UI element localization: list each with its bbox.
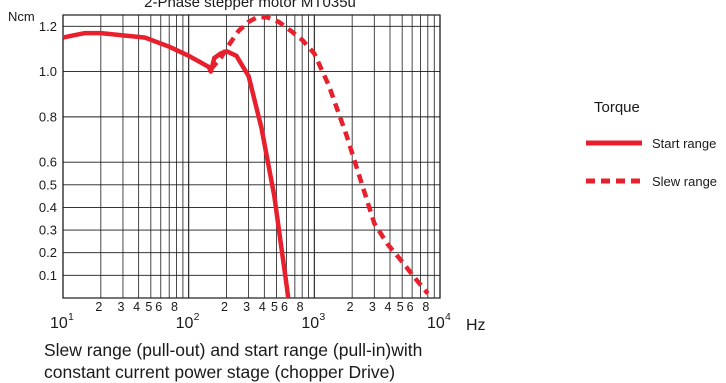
y-tick-label: 0.5 <box>39 177 57 192</box>
x-minor-tick-label: 3 <box>243 300 250 314</box>
x-decade-exponent: 4 <box>445 311 451 323</box>
x-decade-tick-label: 10 1 <box>50 311 74 332</box>
y-tick-label: 1.0 <box>39 64 57 79</box>
x-minor-tick-label: 6 <box>281 300 288 314</box>
caption-line-1: Slew range (pull-out) and start range (p… <box>44 340 423 360</box>
y-tick-label: 0.4 <box>39 200 57 215</box>
chart-caption: Slew range (pull-out) and start range (p… <box>44 339 564 383</box>
caption-line-2: constant current power stage (chopper Dr… <box>44 362 396 382</box>
x-minor-tick-label: 5 <box>397 300 404 314</box>
y-axis-unit: Ncm <box>8 9 35 24</box>
x-axis-unit: Hz <box>466 317 486 334</box>
legend-title: Torque <box>594 99 640 116</box>
x-decade-tick-label: 10 4 <box>427 311 451 332</box>
x-minor-tick-label: 6 <box>155 300 162 314</box>
x-minor-tick-label: 4 <box>385 300 392 314</box>
x-minor-tick-label: 2 <box>347 300 354 314</box>
x-decade-exponent: 1 <box>68 311 74 323</box>
x-minor-tick-label: 8 <box>171 300 178 314</box>
plot-frame <box>62 14 441 299</box>
x-decade-base: 10 <box>301 315 319 332</box>
x-decade-exponent: 3 <box>319 311 325 323</box>
x-decade-base: 10 <box>427 315 445 332</box>
legend-label-start-range: Start range <box>652 136 716 151</box>
chart-title: 2-Phase stepper motor MT035u <box>144 0 356 11</box>
x-minor-tick-label: 6 <box>407 300 414 314</box>
y-tick-label: 0.2 <box>39 245 57 260</box>
legend-label-slew-range: Slew range <box>652 174 717 189</box>
x-minor-tick-label: 5 <box>145 300 152 314</box>
x-minor-tick-label: 3 <box>117 300 124 314</box>
y-tick-label: 0.8 <box>39 109 57 124</box>
x-decade-base: 10 <box>176 315 194 332</box>
x-minor-tick-label: 3 <box>369 300 376 314</box>
x-minor-tick-label: 8 <box>422 300 429 314</box>
plot-grid <box>62 14 441 299</box>
y-tick-label: 0.1 <box>39 268 57 283</box>
x-minor-tick-label: 4 <box>133 300 140 314</box>
series-lines <box>62 15 430 299</box>
y-axis-ticks: 0.1 0.2 0.3 0.4 0.5 0.6 0.8 1.0 1.2 <box>39 19 57 283</box>
x-minor-tick-label: 5 <box>271 300 278 314</box>
y-tick-label: 0.3 <box>39 223 57 238</box>
legend: Torque Start range Slew range <box>586 99 717 189</box>
x-minor-tick-label: 4 <box>259 300 266 314</box>
series-line-start-range <box>62 30 291 299</box>
x-minor-tick-label: 8 <box>297 300 304 314</box>
y-tick-label: 1.2 <box>39 19 57 34</box>
x-decade-exponent: 2 <box>194 311 200 323</box>
x-axis-ticks: 2 3 4 5 6 8 2 3 4 5 6 8 2 3 4 5 6 810 1 10 2 10 3 10 4 <box>50 300 451 332</box>
x-minor-tick-label: 2 <box>95 300 102 314</box>
series-line-slew-range <box>209 15 430 295</box>
y-tick-label: 0.6 <box>39 155 57 170</box>
x-decade-tick-label: 10 2 <box>176 311 200 332</box>
x-minor-tick-label: 2 <box>221 300 228 314</box>
x-decade-base: 10 <box>50 315 68 332</box>
x-decade-tick-label: 10 3 <box>301 311 325 332</box>
